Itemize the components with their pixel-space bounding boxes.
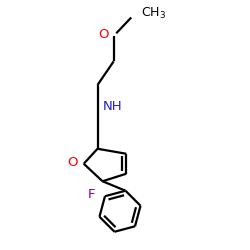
Text: CH$_3$: CH$_3$ <box>141 6 166 20</box>
Text: F: F <box>88 188 95 202</box>
Text: O: O <box>98 28 109 42</box>
Text: O: O <box>67 156 78 169</box>
Text: NH: NH <box>103 100 122 113</box>
